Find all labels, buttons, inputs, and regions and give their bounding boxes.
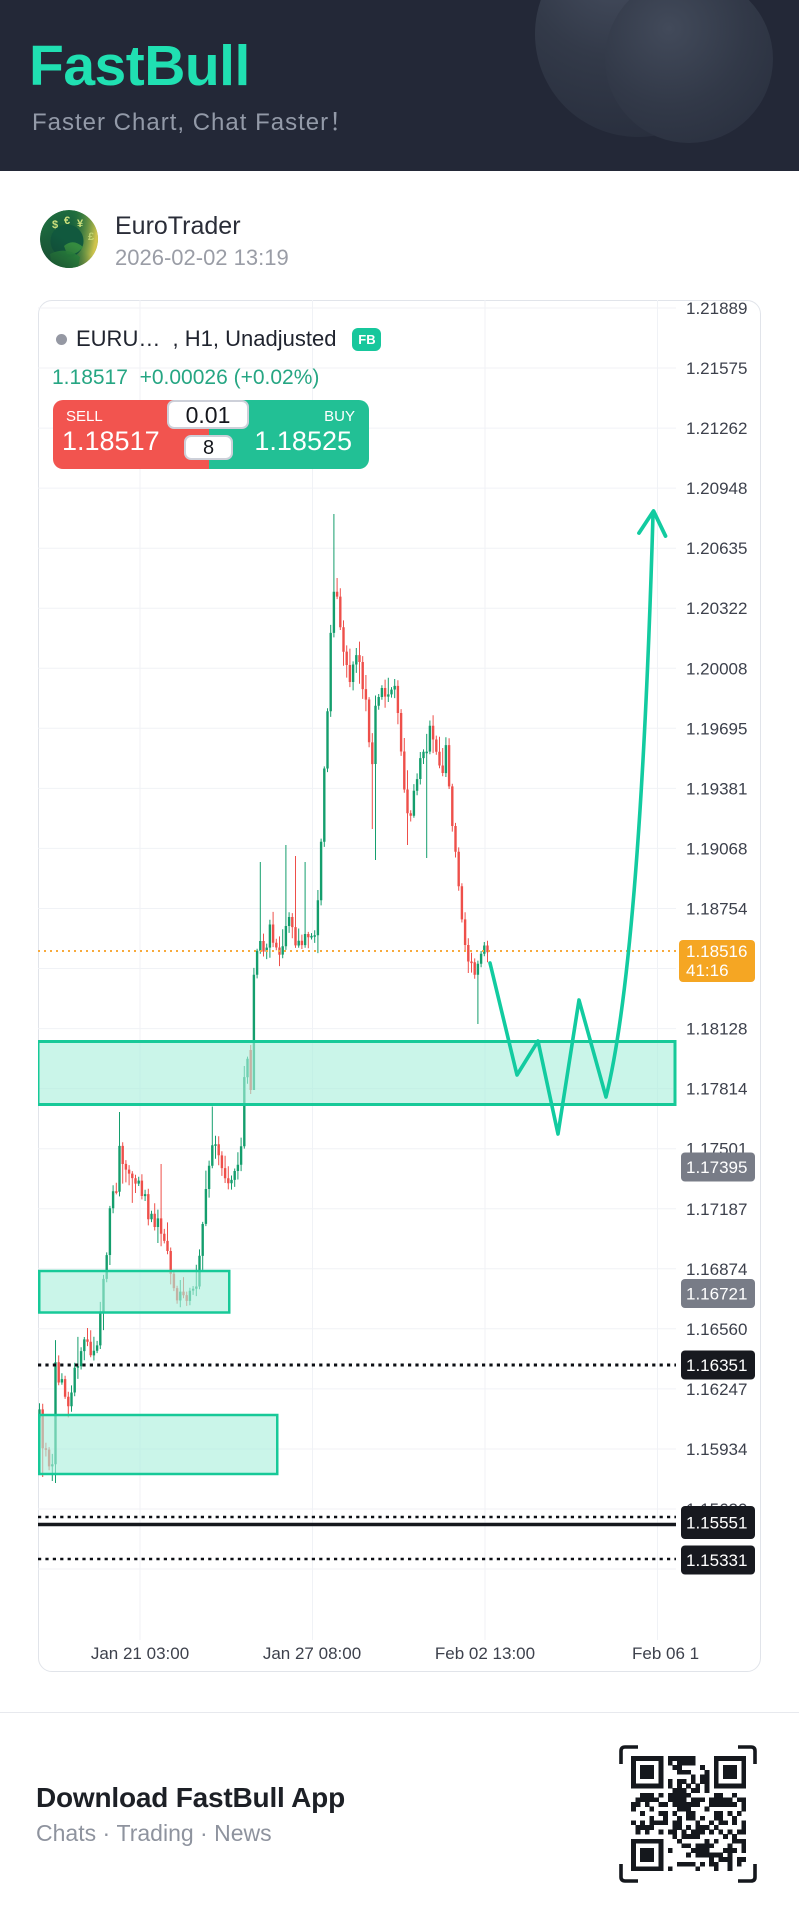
svg-text:1.17187: 1.17187 (686, 1200, 747, 1219)
svg-text:1.17395: 1.17395 (686, 1158, 747, 1177)
svg-text:1.16247: 1.16247 (686, 1380, 747, 1399)
svg-text:1.16874: 1.16874 (686, 1260, 747, 1279)
svg-text:1.21575: 1.21575 (686, 359, 747, 378)
svg-text:1.20635: 1.20635 (686, 539, 747, 558)
svg-text:1.18516: 1.18516 (686, 942, 747, 961)
svg-text:1.21262: 1.21262 (686, 419, 747, 438)
svg-text:¥: ¥ (77, 218, 84, 230)
svg-text:1.16721: 1.16721 (686, 1285, 747, 1304)
svg-text:$: $ (52, 219, 58, 231)
svg-text:Jan 21 03:00: Jan 21 03:00 (91, 1644, 189, 1663)
svg-text:Feb 02 13:00: Feb 02 13:00 (435, 1644, 535, 1663)
svg-text:1.15551: 1.15551 (686, 1514, 747, 1533)
svg-text:1.20008: 1.20008 (686, 659, 747, 678)
svg-text:1.18128: 1.18128 (686, 1020, 747, 1039)
svg-text:1.16351: 1.16351 (686, 1356, 747, 1375)
svg-text:Feb 06 1: Feb 06 1 (632, 1644, 699, 1663)
svg-text:£: £ (88, 231, 94, 243)
svg-text:1.21889: 1.21889 (686, 300, 747, 318)
svg-text:1.16560: 1.16560 (686, 1320, 747, 1339)
svg-text:1.15331: 1.15331 (686, 1551, 747, 1570)
svg-text:1.19695: 1.19695 (686, 719, 747, 738)
svg-text:1.19381: 1.19381 (686, 779, 747, 798)
svg-text:€: € (64, 215, 70, 227)
svg-text:1.20322: 1.20322 (686, 599, 747, 618)
svg-text:1.18754: 1.18754 (686, 900, 747, 919)
svg-text:41:16: 41:16 (686, 961, 729, 980)
svg-text:1.19068: 1.19068 (686, 839, 747, 858)
svg-text:1.20948: 1.20948 (686, 479, 747, 498)
svg-text:1.17814: 1.17814 (686, 1080, 747, 1099)
svg-text:1.15934: 1.15934 (686, 1440, 747, 1459)
svg-text:Jan 27 08:00: Jan 27 08:00 (263, 1644, 361, 1663)
